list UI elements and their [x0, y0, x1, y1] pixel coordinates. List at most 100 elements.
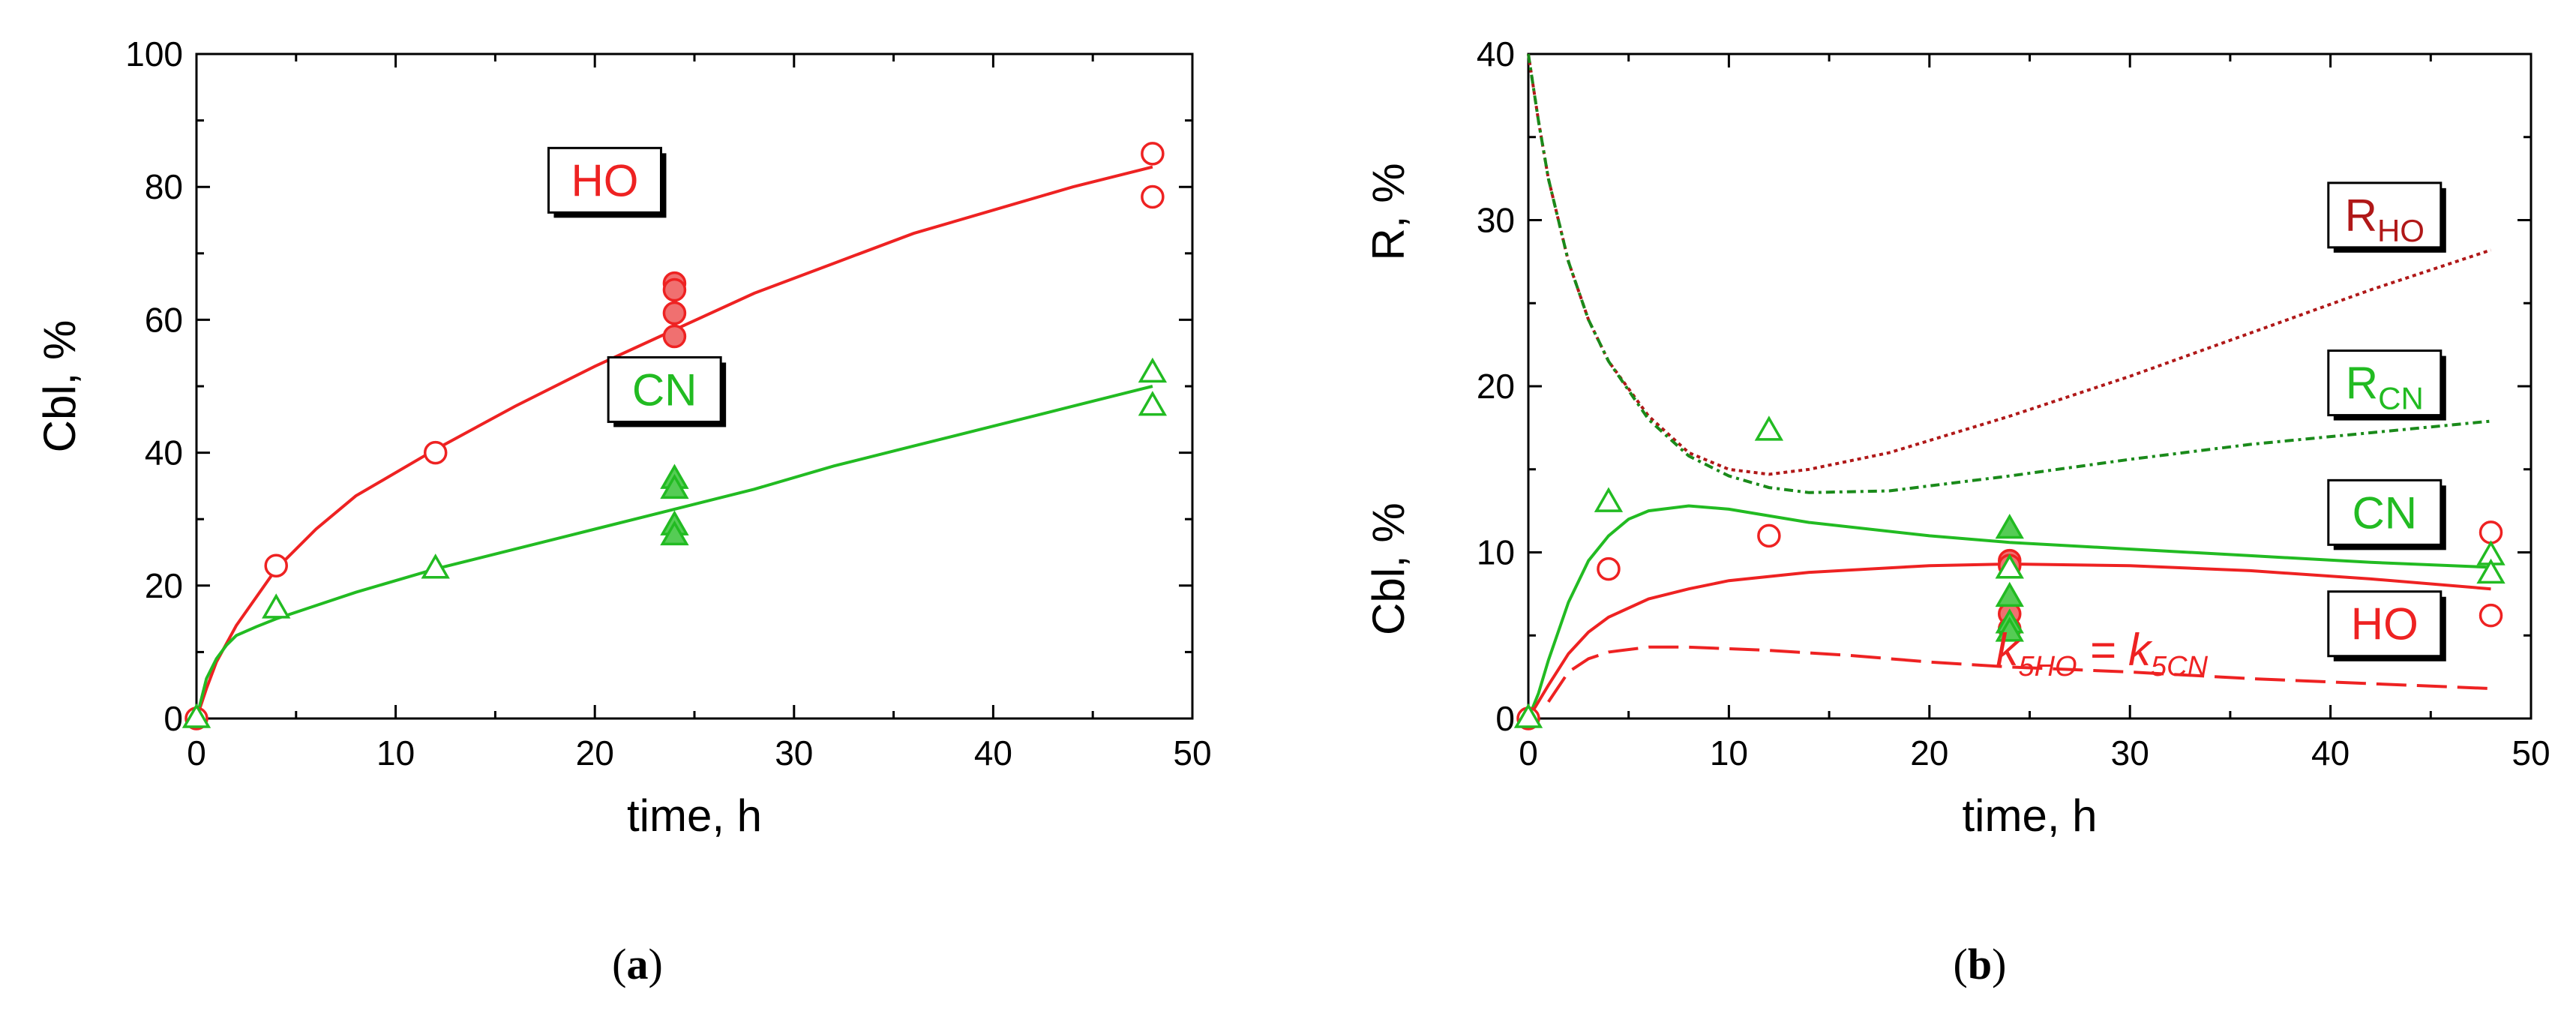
data-point: [423, 440, 448, 465]
fit-lines-b: [1527, 53, 2492, 720]
label-box: [2327, 350, 2443, 417]
data-point: [662, 301, 687, 326]
data-point: [1141, 184, 1165, 209]
data-point: [421, 554, 450, 579]
data-point: [662, 278, 687, 302]
data-point: [1995, 554, 2024, 579]
data-point: [660, 520, 689, 546]
label-text: HO: [2351, 599, 2419, 650]
fit-line: [1527, 562, 2491, 720]
label-text: CN: [632, 364, 697, 415]
annotations-a: HO CN: [547, 146, 727, 428]
caption-b-open: (: [1954, 940, 1968, 988]
fit-line: [195, 165, 1153, 719]
data-point: [264, 554, 288, 578]
x-tick-label: 30: [775, 734, 813, 772]
annotation-part: 5CN: [2151, 651, 2209, 682]
fit-line: [195, 385, 1153, 719]
x-axis-label-a: time, h: [627, 790, 762, 841]
fit-line: [1527, 53, 2491, 494]
x-tick-label: 40: [2311, 734, 2350, 772]
x-tick-label: 40: [974, 734, 1012, 772]
y-tick-label: 60: [145, 300, 183, 339]
fit-lines-a: [195, 165, 1153, 719]
data-point: [1138, 357, 1168, 383]
y-tick-label: 40: [145, 434, 183, 472]
y-tick-label: 100: [125, 34, 183, 74]
panel-a: 0 10 20 30 40 50 0 20 40 60 80 100 HO CN time, h Cbl…: [34, 34, 1212, 988]
x-tick-label: 30: [2111, 734, 2149, 772]
data-point: [1597, 556, 1621, 581]
x-axis-label-b: time, h: [1962, 790, 2097, 841]
y-axis-label-r: R, %: [1363, 163, 1414, 260]
data-point: [1995, 616, 2024, 642]
data-point: [2476, 558, 2506, 584]
label-subscript: CN: [2378, 381, 2424, 416]
data-point: [2479, 603, 2503, 628]
annotation-equal-rates: k5HO = k5CN: [1996, 625, 2208, 682]
annotation-part: =: [2077, 625, 2128, 675]
caption-a-letter: a: [627, 940, 649, 988]
annotation-part: k: [2128, 625, 2153, 675]
data-point: [1754, 416, 1784, 441]
data-point: [1138, 391, 1168, 416]
x-tick-label: 0: [187, 734, 206, 772]
y-tick-label: 20: [145, 566, 183, 605]
label-text: R: [2345, 190, 2377, 241]
caption-b-letter: b: [1968, 940, 1992, 988]
markers-a: [181, 142, 1168, 730]
series-label-rcn: RCN: [2346, 358, 2424, 416]
data-point: [262, 593, 291, 619]
fit-line: [1527, 504, 2491, 719]
y-tick-label: 40: [1477, 34, 1515, 74]
markers-b: [1513, 416, 2506, 730]
annotation-part: 5HO: [2018, 651, 2077, 682]
series-label-rho: RHO: [2345, 190, 2425, 248]
y-axis-label-cbl: Cbl, %: [1363, 502, 1414, 635]
y-tick-label: 30: [1477, 201, 1515, 240]
data-point: [662, 324, 687, 349]
caption-a: (a): [612, 940, 663, 988]
data-point: [2479, 520, 2503, 544]
label-box: [2327, 182, 2443, 249]
y-axis-label-a: Cbl, %: [34, 320, 85, 453]
data-point: [1513, 703, 1543, 728]
label-box: [607, 356, 722, 423]
x-tick-label: 50: [2512, 734, 2550, 772]
y-tick-label: 0: [163, 699, 183, 738]
label-box: [2327, 478, 2443, 546]
series-label-ho: HO: [2351, 599, 2419, 650]
series-label-cn: CN: [2352, 488, 2417, 538]
series-label-ho: HO: [571, 155, 638, 206]
data-point: [1995, 581, 2024, 608]
axes-b: 0 10 20 30 40 50 0 10 20 30 40: [1477, 34, 2551, 772]
x-tick-label: 20: [1910, 734, 1948, 772]
y-tick-label: 0: [1495, 699, 1515, 738]
y-tick-label: 10: [1477, 533, 1515, 572]
x-tick-label: 0: [1519, 734, 1538, 772]
x-tick-label: 10: [376, 734, 415, 772]
caption-b: (b): [1954, 940, 2007, 988]
data-point: [1757, 524, 1781, 548]
data-point: [1594, 487, 1624, 512]
x-tick-label: 10: [1710, 734, 1748, 772]
caption-a-close: ): [649, 940, 663, 988]
label-box: [2327, 590, 2443, 658]
label-text: HO: [571, 155, 638, 206]
annotation-part: k: [1996, 625, 2020, 675]
label-text: R: [2346, 358, 2378, 409]
label-text: CN: [2352, 488, 2417, 538]
fit-line: [1547, 645, 2491, 704]
data-point: [181, 703, 211, 728]
caption-b-close: ): [1992, 940, 2006, 988]
y-tick-label: 20: [1477, 367, 1515, 406]
caption-a-open: (: [612, 940, 626, 988]
label-subscript: HO: [2377, 213, 2425, 248]
x-tick-label: 50: [1173, 734, 1211, 772]
data-point: [660, 473, 689, 500]
data-point: [1141, 142, 1165, 166]
axes-a: 0 10 20 30 40 50 0 20 40 60 80 100: [125, 34, 1211, 772]
